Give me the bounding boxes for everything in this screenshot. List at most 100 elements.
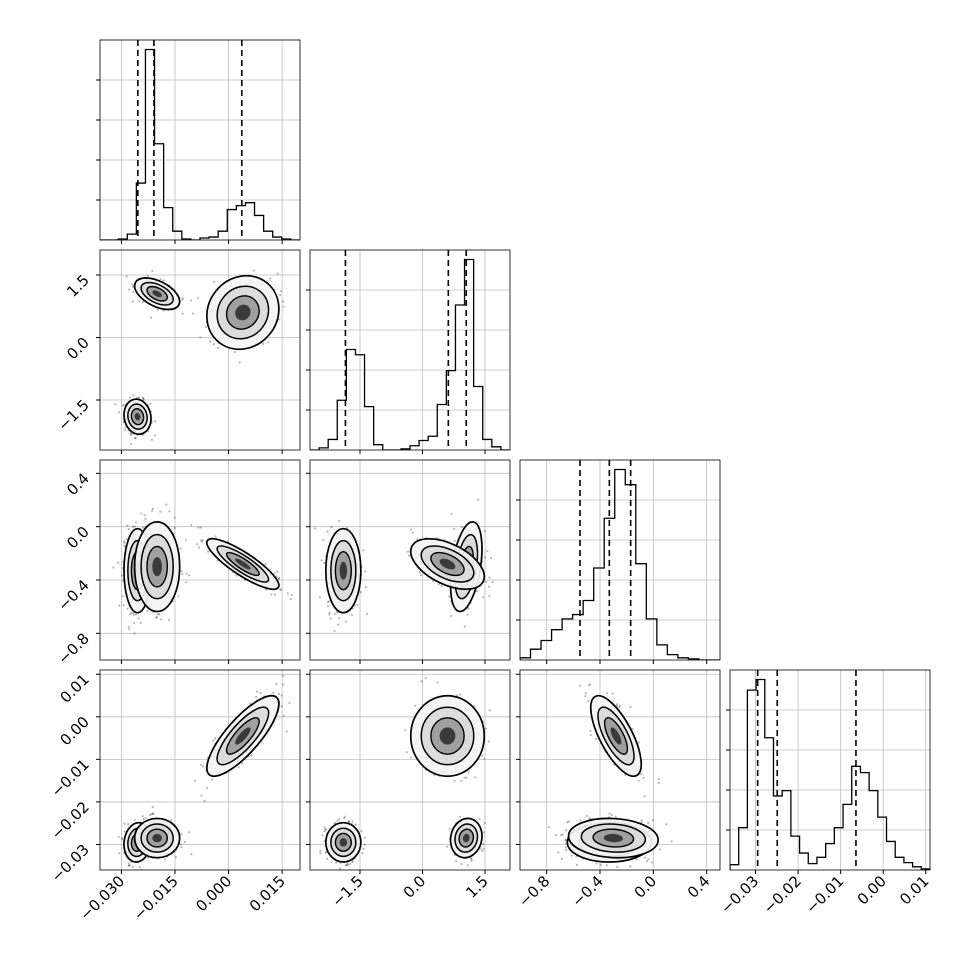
- sample-point: [123, 403, 126, 406]
- sample-point: [484, 580, 487, 583]
- sample-point: [658, 848, 661, 851]
- sample-point: [193, 779, 197, 782]
- sample-point: [131, 865, 135, 868]
- sample-point: [488, 585, 491, 588]
- sample-point: [575, 863, 579, 867]
- density-peak: [439, 727, 456, 745]
- sample-point: [560, 857, 563, 860]
- sample-point: [651, 819, 655, 822]
- sample-point: [483, 556, 487, 559]
- sample-point: [141, 526, 144, 529]
- sample-point: [143, 514, 146, 517]
- sample-point: [133, 525, 137, 528]
- sample-point: [455, 860, 458, 863]
- sample-point: [144, 517, 147, 520]
- sample-point: [142, 397, 145, 400]
- sample-point: [414, 704, 417, 707]
- sample-point: [181, 298, 184, 301]
- sample-point: [338, 818, 341, 821]
- sample-point: [482, 848, 485, 851]
- sample-point: [184, 538, 188, 541]
- sample-point: [198, 546, 201, 549]
- sample-point: [200, 794, 203, 797]
- scatter-panel-0-3: [96, 669, 301, 874]
- panel-frame: [99, 459, 301, 661]
- sample-point: [470, 859, 473, 862]
- sample-point: [170, 818, 173, 821]
- sample-point: [212, 343, 215, 346]
- sample-point: [129, 864, 132, 867]
- sample-point: [635, 858, 638, 861]
- sample-point: [344, 864, 347, 867]
- sample-point: [452, 527, 455, 531]
- sample-point: [156, 613, 160, 616]
- sample-point: [276, 570, 279, 573]
- sample-point: [187, 831, 191, 834]
- sample-point: [261, 342, 265, 345]
- sample-point: [344, 620, 347, 623]
- sample-point: [349, 862, 352, 866]
- sample-point: [162, 279, 165, 282]
- sample-point: [134, 437, 137, 440]
- sample-point: [644, 856, 647, 859]
- sample-point: [133, 632, 136, 635]
- sample-point: [277, 577, 281, 580]
- sample-point: [564, 846, 567, 849]
- sample-point: [202, 765, 205, 768]
- sample-point: [130, 611, 133, 615]
- sample-point: [567, 820, 571, 823]
- sample-point: [338, 519, 341, 523]
- sample-point: [190, 524, 193, 527]
- sample-point: [151, 806, 154, 809]
- sample-point: [324, 851, 327, 854]
- sample-point: [360, 830, 363, 833]
- sample-point: [328, 613, 331, 616]
- sample-point: [560, 834, 563, 837]
- sample-point: [203, 799, 206, 803]
- sample-point: [121, 404, 124, 407]
- sample-point: [362, 549, 365, 552]
- density-peak: [152, 557, 162, 577]
- sample-point: [450, 614, 453, 617]
- sample-point: [645, 860, 649, 863]
- sample-point: [190, 853, 193, 856]
- sample-point: [141, 300, 144, 304]
- sample-point: [329, 617, 332, 620]
- sample-point: [126, 607, 129, 610]
- sample-point: [361, 852, 364, 855]
- density-layer: [548, 683, 673, 875]
- sample-point: [610, 873, 612, 875]
- sample-point: [470, 857, 473, 861]
- sample-point: [324, 828, 327, 831]
- sample-point: [351, 860, 354, 864]
- sample-point: [410, 528, 413, 531]
- sample-point: [322, 561, 326, 565]
- sample-point: [356, 603, 359, 606]
- panel-frame: [99, 39, 301, 241]
- scatter-panel-1-2: [306, 459, 511, 664]
- sample-point: [250, 754, 253, 757]
- sample-point: [154, 420, 157, 423]
- sample-point: [124, 426, 127, 429]
- sample-point: [272, 691, 275, 694]
- sample-point: [150, 438, 154, 441]
- sample-point: [589, 733, 592, 737]
- sample-point: [565, 849, 568, 852]
- sample-point: [466, 613, 469, 616]
- sample-point: [275, 683, 278, 686]
- sample-point: [365, 612, 369, 615]
- sample-point: [270, 593, 273, 596]
- sample-point: [288, 701, 291, 704]
- sample-point: [469, 857, 473, 860]
- sample-point: [121, 574, 124, 577]
- density-layer: [114, 269, 285, 446]
- sample-point: [463, 625, 466, 628]
- sample-point: [127, 288, 130, 291]
- sample-point: [259, 691, 262, 695]
- sample-point: [138, 866, 141, 869]
- histogram-series: [100, 48, 300, 240]
- sample-point: [141, 397, 144, 400]
- sample-point: [133, 437, 137, 440]
- sample-point: [665, 823, 668, 826]
- sample-point: [282, 714, 285, 717]
